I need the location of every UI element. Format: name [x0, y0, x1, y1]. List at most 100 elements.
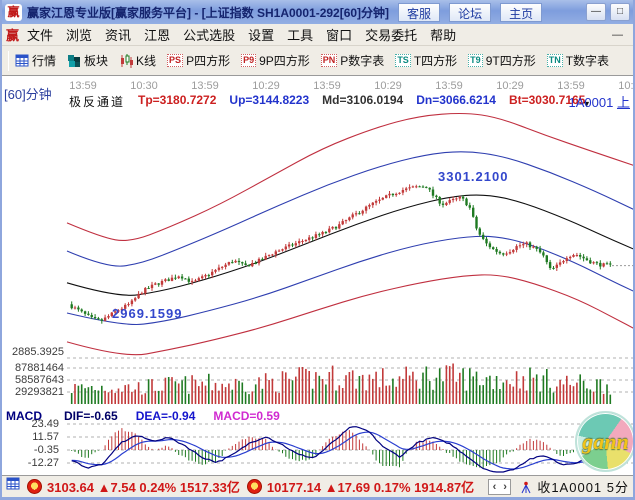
- indicator-value: Up=3144.8223: [229, 93, 310, 107]
- toolbar-button-label: 板块: [84, 54, 109, 68]
- indicator-value: Dn=3066.6214: [416, 93, 496, 107]
- time-axis-label: 13:59: [191, 80, 219, 92]
- macd-scale-label: -0.35: [33, 444, 59, 456]
- shanghai-index-quote[interactable]: 3103.64 ▲7.54 0.24% 1517.33亿: [47, 480, 240, 495]
- time-axis-label: 10:29: [618, 80, 633, 92]
- menu-item[interactable]: 设置: [248, 28, 275, 43]
- PS-badge-icon: PS: [167, 54, 184, 67]
- time-axis-label: 10:29: [252, 80, 280, 92]
- toolbar-button-label: P四方形: [186, 54, 231, 68]
- quote-grid-icon[interactable]: [6, 477, 20, 496]
- toolbar-button-label: T数字表: [565, 54, 610, 68]
- status-bar: ¥ 3103.64 ▲7.54 0.24% 1517.33亿 ¥ 10177.1…: [2, 475, 633, 497]
- price-volume-macd-plot[interactable]: [2, 76, 633, 475]
- toolbar-button-9P四方形[interactable]: P9 9P四方形: [241, 52, 310, 69]
- T9-badge-icon: T9: [468, 54, 483, 67]
- low-annotation: 2969.1599: [112, 306, 183, 321]
- symbol-code: 1A0001: [568, 95, 614, 110]
- macd-header-value: DIF=-0.65: [64, 409, 118, 423]
- menu-item[interactable]: 帮助: [430, 28, 457, 43]
- toolbar-button-label: 行情: [32, 54, 57, 68]
- macd-scale-label: 11.57: [32, 431, 59, 443]
- menu-item[interactable]: 公式选股: [183, 28, 236, 43]
- shenzhen-index-quote[interactable]: 10177.14 ▲17.69 0.17% 1914.87亿: [266, 480, 475, 495]
- toolbar-button-T四方形[interactable]: TS T四方形: [395, 52, 457, 69]
- shenzhen-market-icon[interactable]: ¥: [246, 479, 262, 494]
- macd-header: DIF=-0.65 DEA=-0.94 MACD=0.59: [64, 409, 280, 423]
- time-axis-label: 10:30: [130, 80, 158, 92]
- toolbar-button-行情[interactable]: 行情: [15, 52, 56, 69]
- macd-scale-label: 23.49: [31, 418, 59, 430]
- period-label: [60]分钟: [4, 87, 52, 102]
- TS-badge-icon: TS: [395, 54, 411, 67]
- pager-right-icon[interactable]: ›: [503, 480, 507, 493]
- menu-item[interactable]: 资讯: [105, 28, 132, 43]
- toolbar: 行情 板块 K线 PS P四方形 P9 9P四方形 PN P数字表 TS T四方形 T9 9T四方形 TN…: [2, 46, 633, 76]
- toolbar-button-label: 9P四方形: [259, 54, 310, 68]
- macd-pane-label: MACD: [6, 409, 42, 423]
- toolbar-button-T数字表[interactable]: TN T数字表: [546, 52, 610, 69]
- gann-watermark-text: gann: [582, 428, 629, 454]
- time-axis-label: 13:59: [557, 80, 585, 92]
- macd-header-value: DEA=-0.94: [135, 409, 196, 423]
- indicator-header: 极反通道 Tp=3180.7272 Up=3144.8223 Md=3106.019…: [69, 93, 585, 110]
- volume-axis-label: 87881464: [15, 362, 64, 374]
- high-annotation: 3301.2100: [438, 169, 509, 184]
- menu-logo-icon: 赢: [6, 28, 20, 43]
- menu-item[interactable]: 窗口: [326, 28, 353, 43]
- time-axis-label: 10:29: [496, 80, 524, 92]
- macd-header-value: MACD=0.59: [213, 409, 280, 423]
- toolbar-button-label: 9T四方形: [485, 54, 536, 68]
- kline-icon: [119, 53, 134, 68]
- menu-item[interactable]: 浏览: [66, 28, 93, 43]
- time-axis-label: 13:59: [313, 80, 341, 92]
- volume-axis-label: 58587643: [15, 374, 64, 386]
- indicator-value: Bt=3030.7165: [508, 93, 586, 107]
- chevron-down-icon[interactable]: ▼: [582, 99, 591, 109]
- shanghai-market-icon[interactable]: ¥: [27, 479, 42, 494]
- titlebar-button-论坛[interactable]: 论坛: [449, 2, 492, 22]
- minimize-button-icon[interactable]: —: [586, 3, 606, 21]
- time-axis-label: 13:59: [69, 80, 97, 92]
- menu-items: 文件 浏览 资讯 江恩 公式选股 设置 工具 窗口 交易委托 帮助: [27, 25, 469, 44]
- toolbar-button-P数字表[interactable]: PN P数字表: [320, 52, 384, 69]
- PN-badge-icon: PN: [320, 54, 338, 67]
- symbol-label[interactable]: 1A0001 上: [569, 92, 630, 111]
- menu-item[interactable]: 江恩: [144, 28, 171, 43]
- window-controls: — □: [586, 3, 630, 21]
- menu-bar: 赢 文件 浏览 资讯 江恩 公式选股 设置 工具 窗口 交易委托 帮助 —: [2, 24, 633, 46]
- titlebar-button-客服[interactable]: 客服: [398, 2, 441, 22]
- toolbar-button-板块[interactable]: 板块: [67, 52, 108, 69]
- data-receive-status: 收1A0001 5分: [537, 480, 629, 495]
- app-logo-icon: 赢: [5, 3, 22, 21]
- title-bar: 赢 赢家江恩专业版[赢家服务平台] - [上证指数 SH1A0001-292[6…: [2, 0, 633, 24]
- toolbar-items: 行情 板块 K线 PS P四方形 P9 9P四方形 PN P数字表 TS T四方形 T9 9T四方形 TN…: [15, 52, 620, 69]
- toolbar-button-P四方形[interactable]: PS P四方形: [167, 52, 230, 69]
- menu-item[interactable]: 文件: [27, 28, 54, 43]
- pager-left-icon[interactable]: ‹: [492, 480, 497, 493]
- grid-icon: [15, 54, 29, 68]
- time-axis-label: 10:29: [374, 80, 402, 92]
- time-axis-label: 13:59: [435, 80, 463, 92]
- data-receive-antenna-icon: [519, 480, 533, 494]
- titlebar-button-主页[interactable]: 主页: [500, 2, 543, 22]
- toolbar-button-K线[interactable]: K线: [119, 52, 156, 69]
- toolbar-button-label: T四方形: [413, 54, 458, 68]
- toolbar-button-label: K线: [136, 54, 157, 68]
- volume-axis-label: 29293821: [15, 386, 64, 398]
- blocks-icon: [67, 54, 81, 68]
- macd-scale-label: -12.27: [27, 457, 59, 469]
- chart-area: 13:59 10:30 13:59 10:29 13:59 10:29 13:59 10:29…: [2, 76, 633, 475]
- menu-item[interactable]: 工具: [287, 28, 314, 43]
- indicator-name: 极反通道: [69, 95, 126, 109]
- titlebar-buttons: 客服 论坛 主页: [389, 2, 543, 22]
- indicator-value: Tp=3180.7272: [138, 93, 217, 107]
- toolbar-button-9T四方形[interactable]: T9 9T四方形: [468, 52, 536, 69]
- indicator-value: Md=3106.0194: [322, 93, 404, 107]
- price-axis-label: 2885.3925: [12, 346, 64, 358]
- mdi-minimize-icon[interactable]: —: [612, 28, 623, 41]
- menu-item[interactable]: 交易委托: [365, 28, 418, 43]
- maximize-button-icon[interactable]: □: [610, 3, 630, 21]
- gann-watermark-logo: gann: [575, 411, 633, 472]
